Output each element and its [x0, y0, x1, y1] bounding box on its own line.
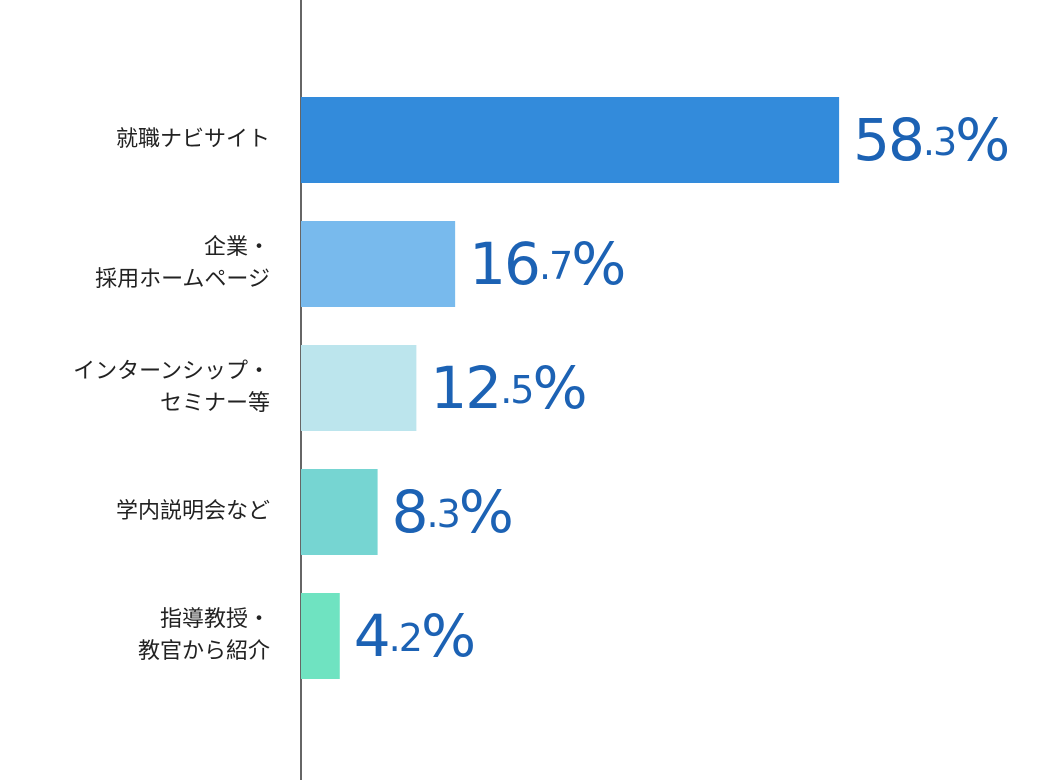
value-label-dec: .3 — [427, 492, 459, 536]
value-label-unit: % — [571, 230, 624, 298]
category-label: 学内説明会など — [116, 499, 270, 524]
category-label: 企業・ — [204, 235, 270, 260]
category-label: セミナー等 — [160, 391, 270, 416]
category-label: 採用ホームページ — [95, 267, 270, 292]
value-label-unit: % — [955, 106, 1008, 174]
value-label-unit: % — [421, 602, 474, 670]
bar — [301, 593, 340, 679]
category-label: 教官から紹介 — [138, 639, 270, 664]
category-label: 指導教授・ — [160, 607, 270, 632]
bar — [301, 469, 378, 555]
value-label-int: 58 — [853, 106, 923, 174]
category-label: インターンシップ・ — [73, 359, 270, 384]
bar — [301, 221, 456, 307]
value-label-unit: % — [459, 478, 512, 546]
value-label-dec: .5 — [500, 368, 532, 412]
value-label: 4.2% — [354, 602, 474, 670]
value-label-int: 4 — [354, 602, 389, 670]
value-label-int: 12 — [430, 354, 500, 422]
value-label: 16.7% — [469, 230, 624, 298]
value-label-int: 8 — [392, 478, 427, 546]
value-label-dec: .7 — [539, 244, 571, 288]
value-label: 12.5% — [430, 354, 585, 422]
bar — [301, 97, 840, 183]
value-label-int: 16 — [469, 230, 539, 298]
value-label-dec: .3 — [923, 120, 955, 164]
bar — [301, 345, 417, 431]
value-label: 58.3% — [853, 106, 1008, 174]
value-label-dec: .2 — [389, 616, 421, 660]
value-label: 8.3% — [392, 478, 512, 546]
category-label: 就職ナビサイト — [116, 127, 270, 152]
value-label-unit: % — [532, 354, 585, 422]
